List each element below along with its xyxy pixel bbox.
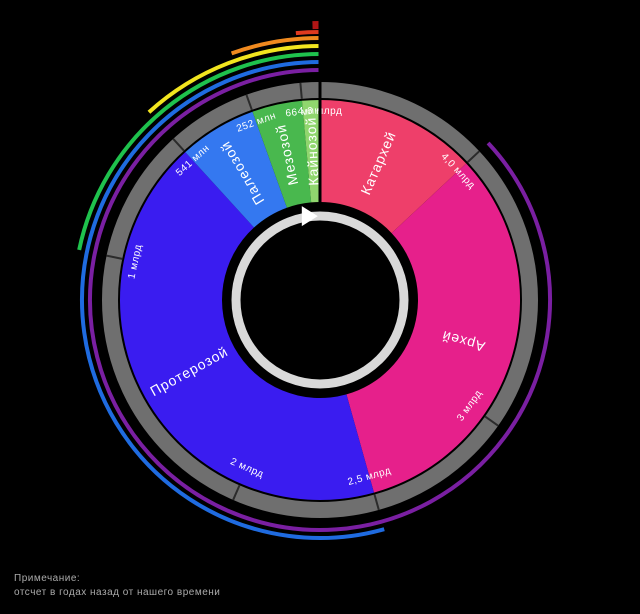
footnote-line1: Примечание: bbox=[14, 572, 220, 586]
era-arc bbox=[296, 32, 320, 33]
footnote: Примечание: отсчет в годах назад от наше… bbox=[14, 572, 220, 600]
inner-hole bbox=[242, 222, 398, 378]
footnote-line2: отсчет в годах назад от нашего времени bbox=[14, 586, 220, 600]
geological-clock: 4,6 млрд4,0 млрд3 млрд2,5 млрд2 млрд1 мл… bbox=[0, 0, 640, 614]
